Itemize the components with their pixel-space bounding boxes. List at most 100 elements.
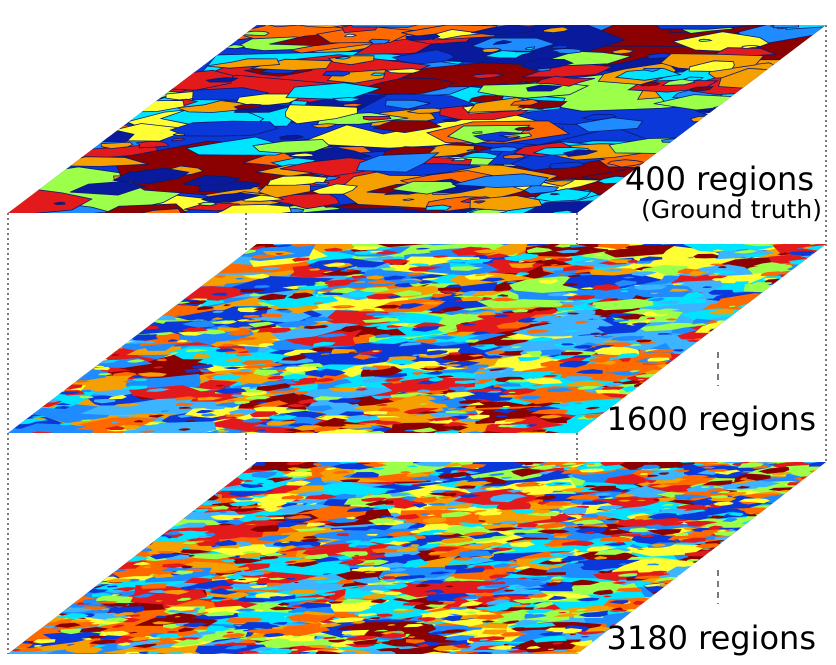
segment-region (181, 639, 205, 644)
segment-region (415, 583, 431, 588)
segment-region (566, 381, 607, 387)
segment-region (314, 281, 326, 285)
segment-region (358, 541, 374, 543)
segment-region (405, 472, 430, 477)
segment-region (529, 464, 558, 470)
segment-region (575, 369, 603, 374)
segment-region (313, 463, 322, 466)
segment-region (356, 419, 383, 424)
segment-region (506, 563, 518, 566)
segment-region (292, 217, 360, 226)
segment-region (787, 466, 793, 468)
segment-region (512, 659, 538, 664)
segment-region (308, 268, 321, 271)
segment-region (504, 135, 521, 139)
segment-region (370, 651, 396, 654)
segment-region (79, 395, 94, 399)
segment-region (476, 606, 511, 612)
segment-region (546, 582, 564, 587)
segment-region (178, 522, 208, 528)
segment-region (584, 531, 595, 534)
segment-region (565, 494, 600, 501)
segment-region (643, 524, 664, 529)
segment-region (518, 80, 529, 84)
segment-region (132, 561, 151, 566)
segment-region (394, 630, 404, 633)
segment-region (474, 644, 486, 647)
segment-region (553, 533, 574, 537)
segment-region (259, 576, 268, 579)
segment-region (370, 336, 413, 344)
segment-region (278, 134, 305, 140)
segment-region (474, 592, 494, 597)
segment-region (149, 553, 183, 560)
segment-region (120, 557, 131, 560)
segment-region (632, 284, 668, 291)
segment-region (16, 433, 25, 434)
segment-region (665, 594, 680, 598)
segment-region (132, 536, 141, 538)
segment-region (254, 515, 267, 518)
segment-region (227, 506, 240, 510)
segment-region (648, 570, 667, 574)
segment-region (361, 507, 376, 511)
segment-region (186, 498, 196, 501)
segment-region (524, 46, 535, 51)
segment-region (336, 624, 370, 631)
segment-region (310, 235, 332, 239)
segment-region (539, 414, 563, 419)
segment-region (27, 393, 57, 399)
segment-region (312, 426, 344, 432)
segment-region (356, 261, 389, 268)
segment-region (153, 655, 170, 658)
segment-region (401, 249, 432, 254)
segment-region (479, 277, 506, 282)
segment-region (615, 484, 641, 490)
segment-region (314, 283, 329, 286)
segment-region (55, 402, 72, 406)
segment-region (538, 632, 564, 636)
segment-region (419, 403, 427, 405)
segment-region (270, 561, 280, 564)
segment-region (574, 117, 644, 133)
segment-region (609, 528, 619, 531)
segment-region (143, 566, 152, 568)
segment-region (675, 563, 695, 567)
segment-region (765, 296, 782, 300)
segment-region (441, 490, 460, 494)
segment-region (466, 413, 479, 416)
layer-sublabel-ground-truth: (Ground truth) (641, 195, 822, 224)
segment-region (346, 269, 357, 272)
segment-region (727, 491, 747, 498)
segment-region (689, 270, 712, 276)
segment-region (446, 258, 467, 263)
segment-region (439, 537, 473, 544)
segment-region (215, 348, 237, 353)
segment-region (30, 385, 52, 390)
segment-region (667, 526, 682, 529)
segment-region (731, 549, 741, 551)
segment-region (471, 652, 531, 654)
segment-region (447, 525, 478, 532)
segment-region (137, 372, 168, 377)
segment-region (282, 471, 312, 477)
segment-region (772, 237, 793, 241)
segment-region (369, 250, 384, 253)
segment-region (464, 258, 493, 264)
segment-region (265, 516, 285, 520)
segment-region (550, 655, 567, 658)
segment-region (323, 247, 343, 252)
segment-region (149, 596, 162, 599)
segment-region (482, 620, 496, 623)
segment-region (190, 364, 215, 369)
segment-region (66, 596, 75, 598)
segment-region (15, 654, 24, 656)
segment-region (181, 438, 194, 441)
segment-region (678, 537, 707, 543)
segment-region (682, 76, 704, 82)
segment-region (588, 268, 643, 276)
segment-region (651, 543, 667, 547)
segment-region (55, 433, 63, 434)
segment-region (200, 192, 261, 203)
segment-region (565, 456, 572, 457)
